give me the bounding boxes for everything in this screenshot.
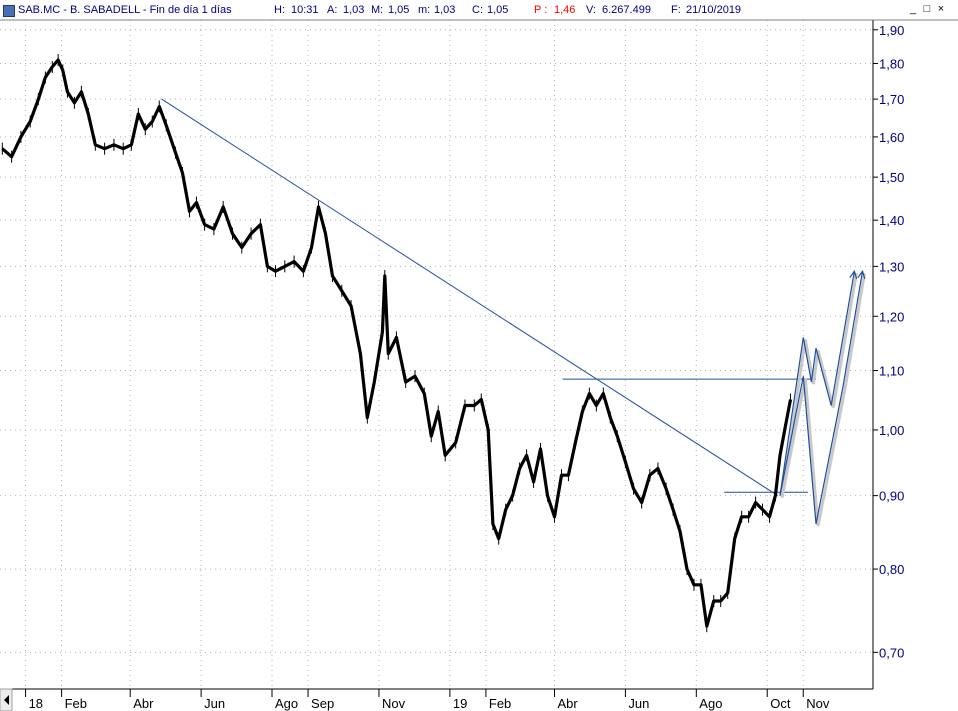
low-label: m: [418, 4, 431, 16]
x-tick-label: Ago [275, 696, 298, 711]
chart-window-icon[interactable] [3, 5, 15, 17]
projection-arrowhead [849, 269, 858, 280]
grid [0, 20, 873, 689]
low-value: 1,03 [434, 4, 456, 16]
x-tick-label: Ago [699, 696, 722, 711]
close-label: C: [472, 4, 483, 16]
projection-arrowhead [857, 269, 866, 280]
high-value: 1,05 [388, 4, 410, 16]
x-tick-label: 19 [453, 696, 467, 711]
y-tick-label: 1,70 [879, 92, 904, 107]
projection-path [779, 271, 855, 496]
open-label: A: [327, 4, 338, 16]
open-value: 1,03 [343, 4, 365, 16]
price-series [1, 54, 793, 633]
close-button[interactable]: × [937, 3, 945, 15]
y-tick-label: 1,80 [879, 56, 904, 71]
high-label: M: [371, 4, 384, 16]
y-tick-label: 1,60 [879, 130, 904, 145]
x-tick-label: Abr [557, 696, 578, 711]
x-tick-label: Sep [311, 696, 334, 711]
y-tick-label: 1,20 [879, 309, 904, 324]
x-tick-label: Feb [489, 696, 511, 711]
y-tick-label: 1,30 [879, 259, 904, 274]
projection-shadow [780, 272, 858, 498]
hour-label: H: [274, 4, 285, 16]
x-tick-label: Oct [770, 696, 791, 711]
scroll-left-arrow[interactable] [0, 688, 13, 711]
x-tick-label: 18 [29, 696, 43, 711]
x-tick-label: Nov [806, 696, 830, 711]
p-value: 1,46 [554, 4, 576, 16]
ticker-label: SAB.MC - B. SABADELL - Fin de día 1 días [18, 4, 232, 16]
trendline [161, 98, 778, 497]
projection-path [779, 271, 864, 525]
x-tick-label: Feb [65, 696, 87, 711]
info-bar: SAB.MC - B. SABADELL - Fin de día 1 días… [0, 0, 958, 20]
y-tick-label: 1,40 [879, 213, 904, 228]
minimize-button[interactable]: _ [909, 3, 917, 15]
hour-value: 10:31 [291, 4, 319, 16]
y-tick-label: 1,00 [879, 423, 904, 438]
y-tick-label: 0,80 [879, 562, 904, 577]
y-tick-label: 0,90 [879, 489, 904, 504]
close-value: 1,05 [487, 4, 509, 16]
x-tick-label: Jun [204, 696, 225, 711]
y-axis: 1,90 1,80 1,70 1,60 1,50 1,40 1,30 1,20 1,10 1,00… [873, 23, 904, 660]
x-tick-label: Abr [133, 696, 154, 711]
volume-value: 6.267.499 [602, 4, 651, 16]
x-axis: 18 Feb Abr Jun Ago Sep Nov 19 Feb Abr Jun Ago Oct Nov [25, 689, 830, 711]
trendlines [161, 98, 816, 497]
y-tick-label: 1,10 [879, 364, 904, 379]
y-tick-label: 0,70 [879, 645, 904, 660]
date-label: F: [671, 4, 681, 16]
date-value: 21/10/2019 [686, 4, 742, 16]
y-tick-label: 1,90 [879, 23, 904, 38]
maximize-button[interactable]: □ [923, 3, 931, 15]
volume-label: V: [586, 4, 596, 16]
x-tick-label: Nov [382, 696, 406, 711]
projection-shadow [780, 272, 866, 527]
p-label: P : [534, 4, 548, 16]
y-tick-label: 1,50 [879, 170, 904, 185]
projections [779, 269, 866, 527]
x-tick-label: Jun [628, 696, 649, 711]
axes [0, 19, 958, 690]
